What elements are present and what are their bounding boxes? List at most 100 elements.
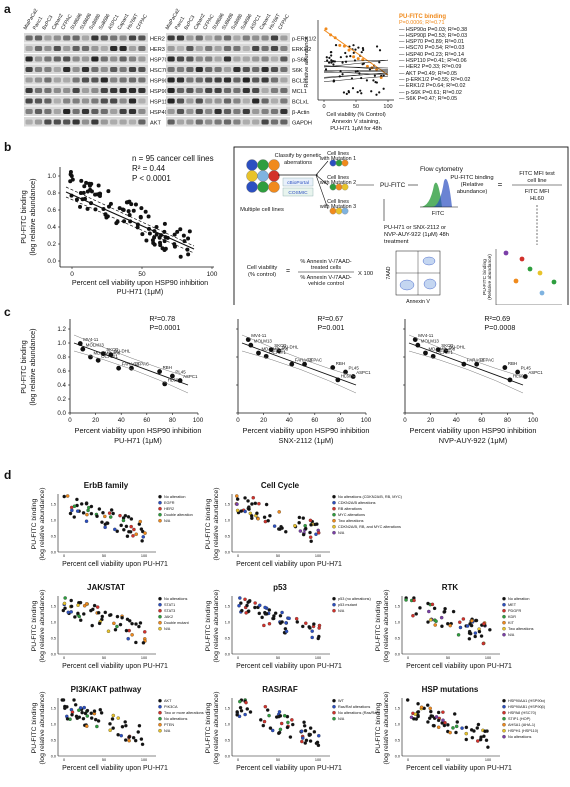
blot-band [242,46,250,51]
data-point [302,720,306,724]
panel-a-letter: a [4,2,11,16]
data-point [95,514,99,519]
data-point [65,494,70,498]
data-point [261,723,266,728]
blot-band [214,98,222,104]
data-point [297,515,302,520]
data-point [351,87,355,90]
legend-marker [502,722,506,727]
cell-line-label: SU-DHL [449,344,466,349]
data-point [488,628,492,632]
data-point [154,232,159,237]
data-point [286,720,290,725]
x-axis-label: PU-H71 1μM for 48h [330,126,381,132]
legend-marker [332,608,336,613]
blot-band [110,88,118,93]
data-point [239,601,243,605]
data-point [118,622,123,627]
data-point [243,496,247,500]
blot-band [34,35,43,41]
legend-marker [158,614,162,619]
blot-band [110,98,118,104]
cell-line-label: RBH [508,361,517,366]
data-point [342,91,346,94]
data-point [72,515,76,519]
fitc-axis-label: FITC [432,211,444,217]
data-point [474,618,478,623]
x-tick-label: 0 [322,104,325,110]
data-point [131,208,136,213]
data-point [127,212,132,217]
legend-title-stats: P=0.0006; R²=0.71 [399,20,445,27]
data-point [441,718,445,722]
data-point [95,605,100,609]
data-point [143,209,148,214]
blot-band [270,98,279,104]
data-point [65,717,70,721]
legend-item: No alterations [164,717,188,721]
data-point [479,735,483,739]
panel-d-plot: Cell Cycle 0.0 0.5 1.0 1.5 0 50 100 PU-FITC bind… [205,481,403,568]
data-point [301,516,306,520]
data-point [458,625,463,630]
data-point [257,501,261,506]
data-point [464,725,469,730]
cell-line-label: ASPC1 [183,374,198,379]
data-point [454,724,459,729]
cell-line-label: FARAGE [467,358,485,363]
cell-line-label: SKCD [274,343,286,348]
data-point [484,738,489,743]
legend-item: AHSA1 (AHA-1) [508,723,536,727]
data-point [152,242,157,247]
x-tick-label: 40 [453,417,460,424]
data-point [416,702,420,706]
data-point [288,735,293,739]
data-point [85,714,90,718]
data-point [77,708,81,712]
blot-band [252,46,260,51]
data-point [162,239,167,244]
data-point [89,711,94,715]
data-point [382,87,385,90]
blot-protein-label: AKT [150,121,161,127]
data-point [330,54,333,57]
blot-band [119,46,127,51]
data-point [245,603,249,608]
blot-band [81,77,90,83]
legend-marker [332,710,336,715]
legend-item: — HSP90β P=0.53; R²=0.03 [399,32,468,39]
data-point [426,601,430,606]
data-point [299,729,304,733]
pu-fitc-point [365,64,369,68]
data-point [127,735,132,739]
blot-band [223,119,232,125]
legend-item: N/A [338,531,345,535]
blot-band [91,35,99,41]
data-point [434,619,438,624]
blot-band [34,98,43,104]
data-point [272,524,277,528]
y-tick-label: 0.0 [225,551,230,555]
data-point [115,529,119,534]
data-point [134,622,138,626]
blot-band [63,46,71,51]
blot-band [91,67,99,72]
blot-band [128,35,137,41]
x-tick-label: 0 [407,656,409,660]
blot-band [242,119,250,125]
left-western-blot: HER2 HER3 HSP70 HSC70 HSP90α HSP90β HSP110 HSP4… [24,33,172,127]
data-point [279,721,284,726]
blot-band [280,109,288,114]
mini-data-point [519,256,525,262]
blot-band [223,77,232,83]
data-point [349,55,352,58]
data-point [87,181,92,186]
blot-protein-label: p-S6K [292,58,308,64]
blot-band [53,88,61,93]
data-point [93,717,98,722]
blot-band [233,77,241,83]
mfi-denominator: HL60 [530,196,544,202]
blot-band [100,119,108,125]
data-point [350,374,356,379]
mutation-group-label: Cell lines [327,175,349,181]
